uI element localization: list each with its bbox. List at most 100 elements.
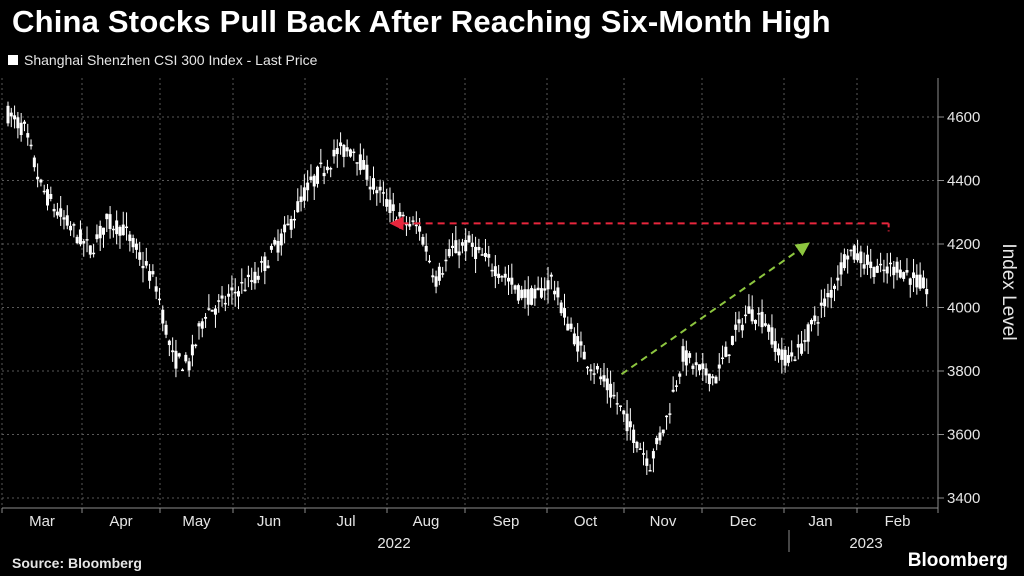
candle-body: [655, 437, 659, 445]
candle-body: [431, 275, 435, 278]
candle-body: [609, 383, 613, 398]
candle-body: [497, 273, 501, 278]
candle-body: [95, 234, 99, 240]
candle-body: [691, 365, 695, 369]
candle-body: [148, 271, 152, 281]
x-month-label-aug: Aug: [413, 513, 440, 530]
candle-body: [582, 351, 586, 360]
candle-body: [668, 413, 672, 415]
candle-body: [711, 376, 715, 379]
candle-body: [312, 175, 316, 187]
candle-body: [378, 186, 382, 191]
candle-body: [628, 421, 632, 428]
candle-body: [164, 324, 168, 335]
candle-body: [790, 352, 794, 357]
candle-body: [539, 288, 543, 298]
candle-body: [750, 309, 754, 322]
candle-body: [157, 298, 161, 301]
candle-body: [477, 246, 481, 251]
candle-body: [464, 240, 468, 252]
candle-body: [111, 228, 115, 231]
x-month-label-dec: Dec: [730, 513, 757, 530]
source-note: Source: Bloomberg: [12, 555, 142, 571]
candle-body: [329, 168, 333, 170]
candle-body: [493, 266, 497, 277]
candle-body: [283, 224, 287, 233]
candle-body: [230, 287, 234, 291]
candle-body: [566, 323, 570, 331]
candle-body: [72, 224, 76, 226]
candle-body: [184, 354, 188, 362]
candle-body: [589, 369, 593, 372]
candle-body: [427, 260, 431, 263]
candle-body: [260, 261, 264, 263]
candle-body: [510, 277, 514, 285]
green-dashed-arrow: [620, 242, 810, 375]
candle-body: [921, 277, 925, 289]
candle-body: [809, 320, 813, 325]
candle-body: [269, 245, 273, 250]
candle-body: [286, 223, 290, 226]
candle-body: [46, 189, 50, 206]
candle-body: [138, 252, 142, 260]
candle-body: [895, 261, 899, 273]
candle-body: [69, 225, 73, 231]
candle-body: [556, 287, 560, 298]
candle-body: [237, 291, 240, 297]
candle-body: [592, 373, 596, 375]
candle-body: [451, 245, 455, 248]
candle-body: [13, 115, 17, 120]
candle-body: [553, 290, 557, 295]
candle-body: [572, 333, 576, 345]
y-tick-label-3600: 3600: [947, 427, 980, 444]
candle-body: [246, 274, 250, 278]
candle-body: [197, 323, 201, 327]
bloomberg-logo: Bloomberg: [907, 550, 1008, 571]
candle-body: [526, 289, 530, 305]
candle-body: [760, 311, 764, 328]
price-series: [6, 101, 929, 475]
candle-body: [819, 302, 823, 306]
candle-body: [503, 273, 507, 278]
candle-body: [457, 251, 461, 256]
candle-body: [194, 344, 198, 347]
candle-body: [372, 178, 376, 190]
candle-body: [174, 350, 178, 369]
candle-body: [411, 220, 415, 222]
candle-body: [131, 237, 135, 248]
candle-body: [335, 148, 339, 155]
candle-body: [500, 276, 504, 278]
candle-body: [19, 122, 23, 136]
candle-body: [730, 335, 734, 345]
candle-body: [783, 349, 787, 366]
candle-body: [747, 306, 751, 314]
candle-body: [780, 349, 784, 360]
candle-body: [869, 261, 873, 269]
y-tick-label-4200: 4200: [947, 236, 980, 253]
x-month-label-feb: Feb: [885, 513, 911, 530]
candle-body: [82, 240, 86, 244]
candle-body: [273, 239, 277, 245]
x-month-label-apr: Apr: [109, 513, 132, 530]
candle-body: [213, 308, 217, 315]
candle-body: [813, 315, 817, 322]
candle-body: [638, 448, 642, 450]
candle-body: [777, 348, 781, 356]
candle-body: [915, 274, 919, 288]
candle-body: [530, 288, 534, 305]
candle-body: [134, 243, 138, 250]
candle-body: [368, 186, 372, 190]
candle-body: [125, 226, 129, 229]
x-month-label-jun: Jun: [257, 513, 281, 530]
candle-body: [88, 245, 92, 255]
candle-body: [513, 285, 517, 290]
y-tick-label-3800: 3800: [947, 363, 980, 380]
candle-body: [480, 254, 484, 256]
candle-body: [375, 190, 379, 194]
candle-body: [144, 261, 148, 266]
candle-body: [595, 365, 599, 370]
candle-body: [161, 309, 165, 324]
candle-body: [793, 359, 797, 361]
candle-body: [52, 208, 56, 212]
candle-body: [767, 324, 771, 332]
